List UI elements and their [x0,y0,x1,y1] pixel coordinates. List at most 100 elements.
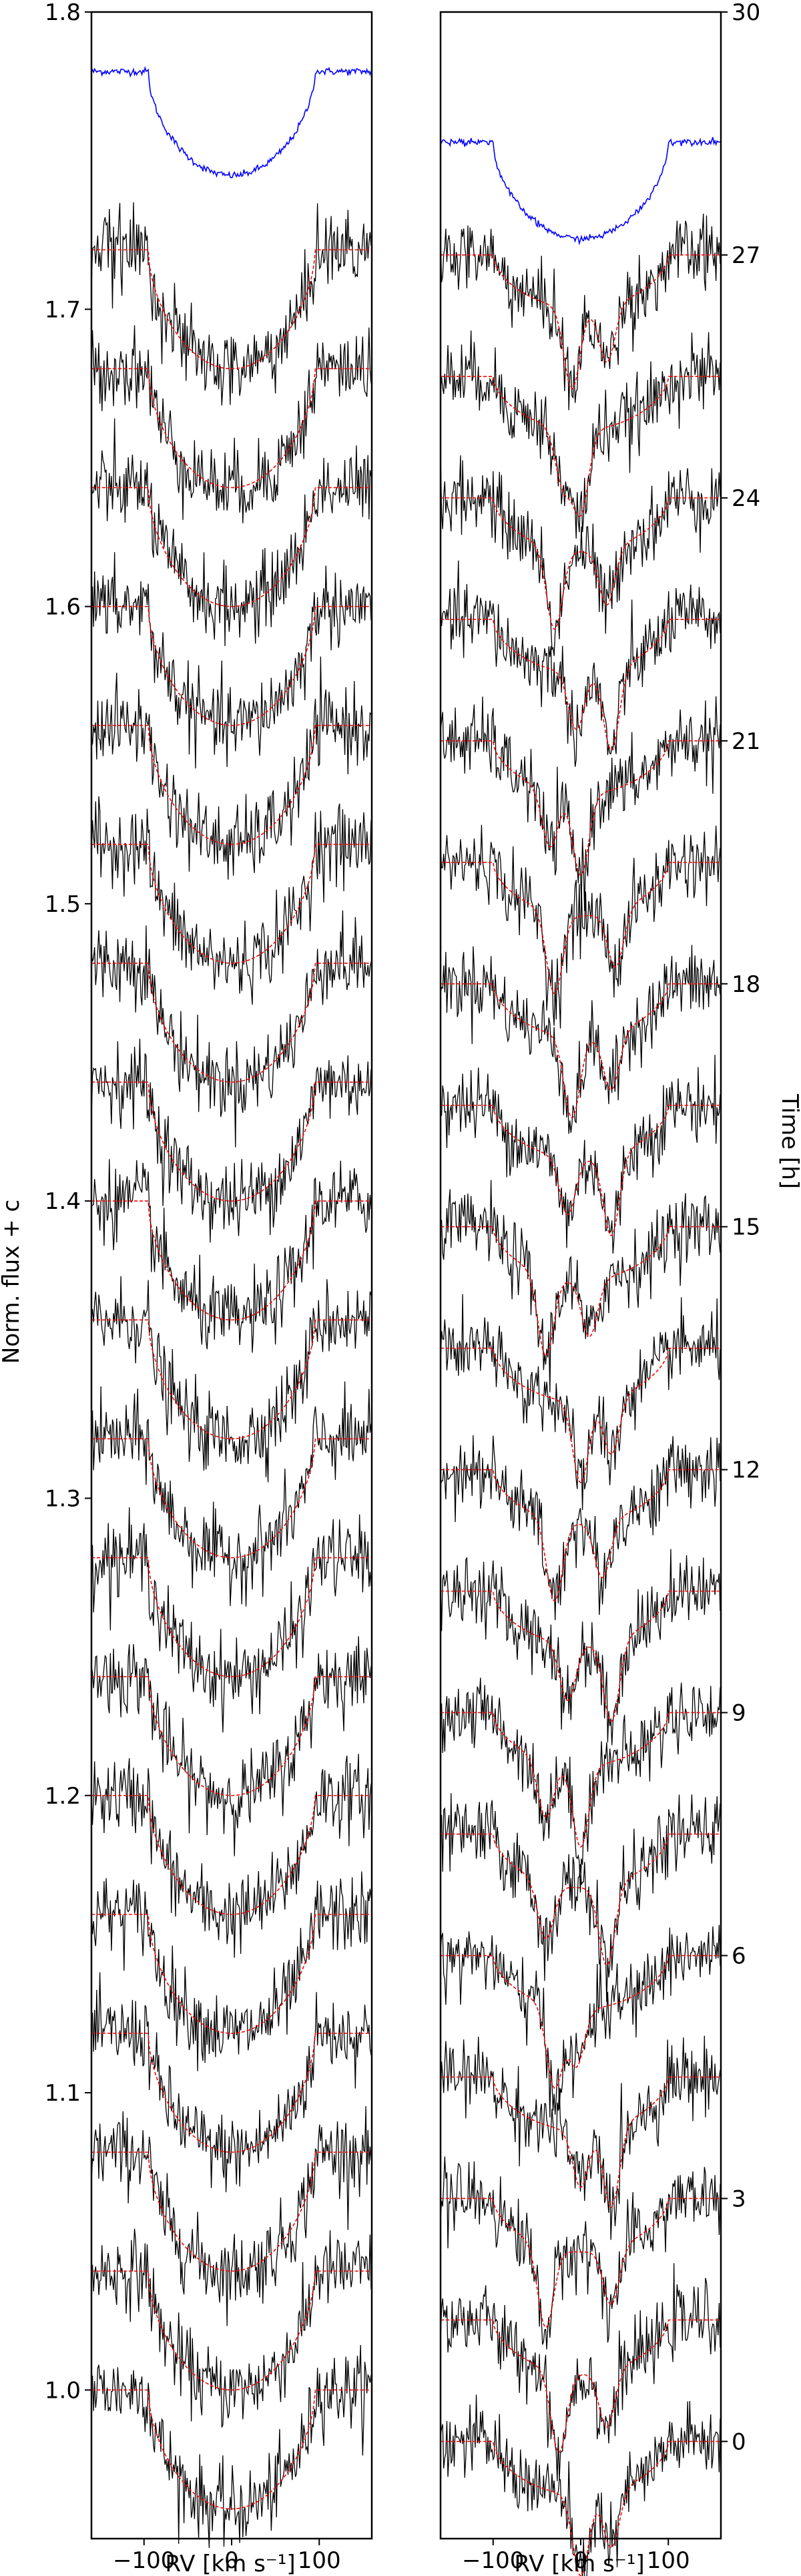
left-model-line-11 [91,1081,371,1202]
right-observed-line-9 [440,1294,721,1511]
left-y-axis-label: Norm. flux + c [0,1200,25,1364]
right-x-ticks: −100 0 100 [462,2539,690,2574]
right-model-line-6 [441,1712,720,1848]
right-model-line-2 [441,2198,720,2328]
right-observed-line-3 [440,2035,721,2240]
left-y-tick-label-7: 1.7 [45,296,81,323]
left-y-tick-label-6: 1.6 [45,594,81,621]
right-model-line-14 [441,740,720,876]
right-model-line-9 [441,1347,720,1483]
right-model-line-4 [441,1955,720,2089]
right-y-axis-label: Time [h] [776,1093,801,1189]
right-model-line-15 [441,619,720,750]
left-model-line-4 [91,1914,371,2034]
right-observed-line-14 [440,696,721,911]
left-x-axis-label: RV [km s⁻¹] [165,2551,295,2576]
left-model-line-9 [91,1319,371,1440]
left-x-tick-label-1: 0 [224,2547,239,2574]
right-x-axis-label: RV [km s⁻¹] [514,2551,644,2576]
right-y-tick-label-10: 30 [732,0,760,26]
right-model-line-17 [441,376,720,517]
left-model-line-8 [91,1438,371,1559]
left-observed-line-1 [91,2228,372,2428]
left-model-line-18 [91,249,371,370]
right-observed-line-17 [440,330,721,539]
left-model-line-6 [91,1676,371,1796]
left-x-tick-label-0: −100 [113,2547,175,2574]
left-model-line-3 [91,2033,371,2153]
left-y-tick-label-1: 1.1 [45,2080,81,2107]
left-y-tick-label-4: 1.4 [45,1188,81,1215]
right-observed-line-5 [440,1793,721,2003]
right-model-line-10 [441,1226,720,1356]
left-observed-line-4 [91,1871,372,2071]
left-observed-line-6 [91,1636,372,1856]
right-observed-line-18 [440,214,721,411]
left-model-line-14 [91,724,371,845]
right-observed-line-13 [440,824,721,1029]
right-y-tick-label-6: 18 [732,971,760,998]
left-model-line-10 [91,1200,371,1321]
right-observed-line-16 [440,455,721,656]
right-y-tick-label-7: 21 [732,728,760,755]
right-model-line-12 [441,983,720,1119]
left-observed-line-17 [91,325,372,523]
right-x-tick-label-1: 0 [573,2547,588,2574]
left-observed-line-5 [91,1754,372,1958]
right-model-line-16 [441,497,720,630]
left-y-tick-label-5: 1.5 [45,891,81,918]
left-observed-line-14 [91,656,372,880]
left-observed-line-13 [91,796,372,1005]
left-observed-line-8 [91,1381,372,1607]
right-observed-line-11 [440,1055,721,1254]
left-template-line [91,65,372,178]
left-observed-line-0 [91,2344,372,2549]
right-observed-line-6 [440,1678,721,1893]
left-y-ticks: 1.0 1.1 1.2 1.3 1.4 1.5 1.6 1.7 1.8 [45,0,91,2404]
right-observed-line-1 [440,2263,721,2482]
left-model-line-17 [91,368,371,489]
left-y-tick-label-8: 1.8 [45,0,81,26]
left-observed-line-16 [91,418,372,646]
left-y-tick-label-3: 1.3 [45,1485,81,1512]
right-x-tick-label-0: −100 [462,2547,524,2574]
right-model-line-5 [441,1833,720,1967]
right-model-line-1 [441,2319,720,2453]
right-y-tick-label-1: 3 [732,2185,746,2212]
right-observed-line-12 [440,945,721,1134]
right-y-ticks: 0 3 6 9 12 15 18 21 24 27 30 [721,0,760,2455]
right-y-tick-label-5: 15 [732,1214,760,1241]
left-model-line-15 [91,605,371,726]
left-y-tick-label-2: 1.2 [45,1783,81,1810]
right-observed-line-15 [440,560,721,767]
left-observed-line-18 [91,202,372,406]
left-observed-line-15 [91,552,372,769]
right-y-tick-label-4: 12 [732,1457,760,1484]
right-model-line-11 [441,1104,720,1236]
left-model-line-7 [91,1557,371,1678]
left-y-tick-label-0: 1.0 [45,2377,81,2404]
right-model-line-3 [441,2076,720,2208]
right-observed-line-0 [440,2394,721,2576]
left-observed-line-12 [91,910,372,1147]
right-y-tick-label-8: 24 [732,485,760,512]
left-panel: −100 0 100 1.0 1.1 1.2 1.3 1.4 1.5 1.6 1.7 1.8 RV … [0,0,373,2576]
right-y-tick-label-2: 6 [732,1943,746,1970]
left-observed-line-11 [91,1039,372,1243]
right-x-tick-label-2: 100 [647,2547,690,2574]
left-model-line-13 [91,844,371,964]
right-y-tick-label-0: 0 [732,2428,746,2455]
left-model-line-16 [91,487,371,607]
left-model-line-12 [91,963,371,1083]
right-model-line-8 [441,1469,720,1602]
left-observed-line-9 [91,1276,372,1483]
left-model-line-2 [91,2151,371,2272]
right-model-line-7 [441,1590,720,1722]
right-observed-line-10 [440,1180,721,1392]
right-y-tick-label-3: 9 [732,1700,746,1727]
left-profiles [91,65,372,2549]
left-x-tick-label-2: 100 [298,2547,341,2574]
